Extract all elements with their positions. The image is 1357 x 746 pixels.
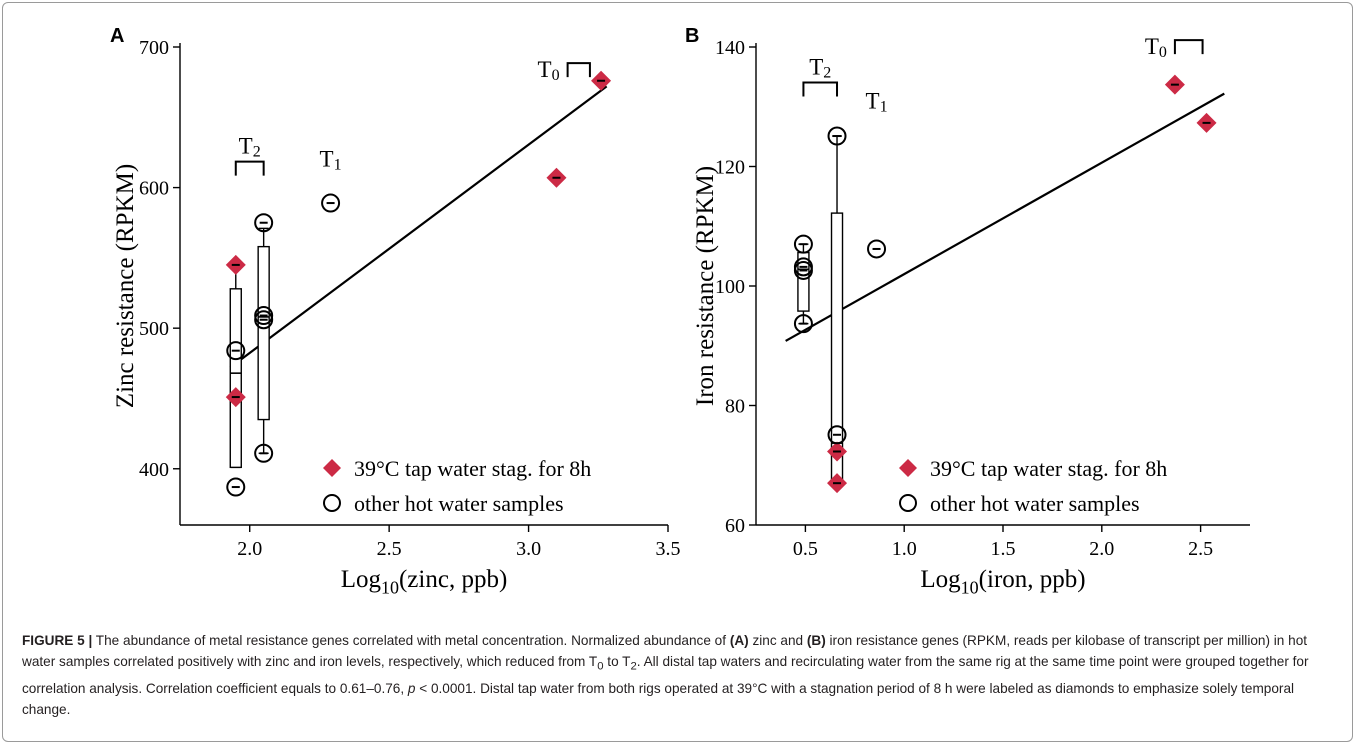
panel-a-circle-point xyxy=(321,193,341,213)
panel-b-y-tick-label: 60 xyxy=(725,515,745,537)
panel-a-letter: A xyxy=(110,25,124,47)
caption-p-symbol: p xyxy=(407,680,416,696)
caption-sub-0: 0 xyxy=(597,660,604,673)
caption-ref-a: (A) xyxy=(729,633,749,648)
panel-a-circle-point xyxy=(254,310,274,330)
panel-b-y-tick-label: 140 xyxy=(715,37,745,59)
panel-b-x-tick-label: 2.0 xyxy=(1089,538,1114,560)
panel-a-circle-point xyxy=(226,477,246,497)
panel-a-time-label: T1 xyxy=(320,147,342,174)
panel-b-y-axis-title: Iron resistance (RPKM) xyxy=(692,166,719,406)
panel-a-x-tick-label: 3.5 xyxy=(656,538,681,560)
panel-b-y-tick-label: 100 xyxy=(715,276,745,298)
panel-b-circle-point xyxy=(867,239,887,259)
panel-a-x-tick-label: 2.5 xyxy=(377,538,402,560)
panel-b-letter: B xyxy=(685,25,699,47)
panel-a-y-tick-label: 700 xyxy=(139,37,169,59)
panel-a-y-axis-title: Zinc resistance (RPKM) xyxy=(112,164,139,408)
panel-a-time-label: T2 xyxy=(239,134,261,161)
caption-text-3: iron resistance genes (RPKM, reads per k… xyxy=(22,633,1308,669)
panel-b-time-label: T0 xyxy=(1145,34,1167,61)
panel-a-circle-point xyxy=(254,213,274,233)
panel-b-legend-label: 39°C tap water stag. for 8h xyxy=(930,456,1167,481)
panel-b-box xyxy=(830,212,844,481)
panel-a-y-tick-label: 600 xyxy=(139,178,169,200)
figure-caption: FIGURE 5 | The abundance of metal resist… xyxy=(22,630,1340,720)
panel-b-x-tick-label: 1.5 xyxy=(991,538,1016,560)
panel-b-y-tick-label: 120 xyxy=(715,157,745,179)
panel-b-legend-circle xyxy=(899,494,917,512)
panel-a-box xyxy=(229,288,242,469)
panel-b-circle-point xyxy=(827,425,847,445)
panel-b-time-label: T1 xyxy=(866,89,888,116)
panel-a-time-bracket xyxy=(566,62,591,78)
panel-b-fit-line xyxy=(785,92,1225,342)
panel-b-circle-point xyxy=(793,314,813,334)
panel-a-x-axis-title: Log10(zinc, ppb) xyxy=(341,566,508,597)
panel-a-y-tick-label: 400 xyxy=(139,459,169,481)
panel-a-x-tick-label: 2.0 xyxy=(237,538,262,560)
panel-b-circle-point xyxy=(793,260,813,280)
panel-b-time-bracket xyxy=(802,81,839,97)
caption-text-2: zinc and xyxy=(748,633,807,648)
panel-b-time-label: T2 xyxy=(809,55,831,82)
panel-b-time-bracket xyxy=(1173,39,1204,55)
panel-b-x-axis-title: Log10(iron, ppb) xyxy=(920,566,1085,597)
panel-b-circle-point xyxy=(827,126,847,146)
caption-sub-2: 2 xyxy=(630,660,637,673)
panel-b-legend-label: other hot water samples xyxy=(930,491,1140,516)
panel-b-legend-diamond xyxy=(899,459,917,477)
panel-a-circle-point xyxy=(254,443,274,463)
caption-text-1: The abundance of metal resistance genes … xyxy=(92,633,730,648)
panel-b-y-tick-label: 80 xyxy=(725,396,745,418)
caption-text-4: to T xyxy=(603,654,631,669)
panel-b-x-tick-label: 2.5 xyxy=(1188,538,1213,560)
panel-a-y-tick-label: 500 xyxy=(139,318,169,340)
panel-a-legend-diamond xyxy=(323,459,341,477)
panel-a-legend-circle xyxy=(323,494,341,512)
caption-text-5: . All distal tap waters and recirculatin… xyxy=(22,654,1309,696)
panel-a-legend-label: 39°C tap water stag. for 8h xyxy=(354,456,591,481)
figure-panels: A 400 500 600 700 2.0 2.5 3.0 3.5 Log10(zinc, ppb… xyxy=(110,25,1250,597)
panel-a-circle-point xyxy=(226,341,246,361)
panel-a-fit-line xyxy=(229,85,608,369)
panel-a-box xyxy=(257,245,270,421)
panel-b-circle-point xyxy=(793,234,813,254)
caption-label: FIGURE 5 | xyxy=(22,633,93,648)
panel-a-legend-label: other hot water samples xyxy=(354,491,564,516)
panel-b-x-tick-label: 1.0 xyxy=(892,538,917,560)
panel-a-x-tick-label: 3.0 xyxy=(516,538,541,560)
panel-b-x-tick-label: 0.5 xyxy=(793,538,818,560)
panel-a-time-label: T0 xyxy=(538,57,560,84)
caption-ref-b: (B) xyxy=(806,633,826,648)
caption-text-6: < 0.0001. Distal tap water from both rig… xyxy=(22,680,1295,717)
panel-a-time-bracket xyxy=(234,160,265,176)
